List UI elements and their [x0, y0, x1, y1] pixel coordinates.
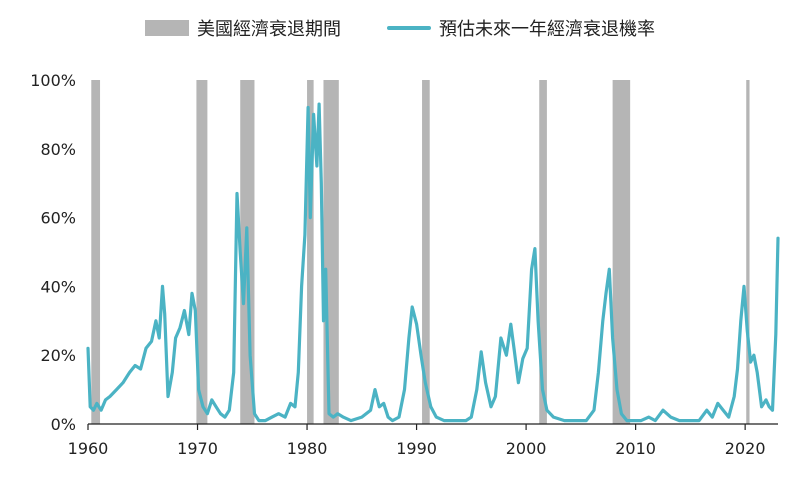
x-axis-labels: 1960 1970 1980 1990 2000 2010 2020	[68, 439, 766, 458]
legend-label-recession: 美國經濟衰退期間	[197, 19, 341, 40]
legend-item-recession: 美國經濟衰退期間	[145, 15, 341, 41]
x-tick-label-1: 1970	[177, 439, 218, 458]
y-tick-label-2: 40%	[40, 277, 76, 296]
recession-band-1	[196, 80, 208, 424]
x-axis	[87, 423, 778, 430]
x-tick-label-0: 1960	[68, 439, 109, 458]
x-tick-label-6: 2020	[725, 439, 766, 458]
recession-band-4	[323, 80, 339, 424]
y-tick-label-0: 0%	[51, 415, 76, 434]
x-tick-label-4: 2000	[506, 439, 547, 458]
recession-band-0	[91, 80, 101, 424]
recession-band-5	[422, 80, 430, 424]
y-tick-label-4: 80%	[40, 140, 76, 159]
x-tick-label-2: 1980	[287, 439, 328, 458]
y-axis-labels: 0% 20% 40% 60% 80% 100%	[30, 71, 76, 434]
legend-swatch-recession	[145, 20, 189, 36]
x-tick-label-5: 2010	[615, 439, 656, 458]
x-tick-label-3: 1990	[396, 439, 437, 458]
recession-band-8	[746, 80, 750, 424]
series-line-0	[86, 102, 780, 423]
chart-legend: 美國經濟衰退期間 預估未來一年經濟衰退機率	[0, 14, 800, 42]
series-lines	[86, 102, 780, 423]
y-tick-label-5: 100%	[30, 71, 76, 90]
y-tick-label-1: 20%	[40, 346, 76, 365]
recession-band-3	[307, 80, 314, 424]
legend-item-probability: 預估未來一年經濟衰退機率	[387, 15, 655, 41]
legend-label-probability: 預估未來一年經濟衰退機率	[439, 19, 655, 40]
y-tick-label-3: 60%	[40, 209, 76, 228]
recession-bands	[91, 80, 750, 424]
recession-band-7	[612, 80, 631, 424]
recession-band-6	[539, 80, 547, 424]
legend-swatch-probability	[387, 26, 431, 30]
